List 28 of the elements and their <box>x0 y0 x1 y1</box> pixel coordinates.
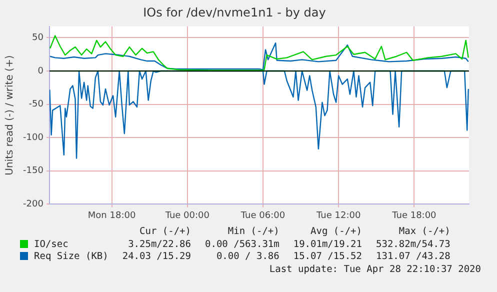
legend-label: IO/sec <box>33 238 70 251</box>
y-tick-label: 50 <box>32 33 44 44</box>
y-tick-label: -100 <box>22 132 44 143</box>
x-tick-label: Mon 18:00 <box>88 210 136 221</box>
x-tick-label: Tue 06:00 <box>240 210 286 221</box>
y-tick-label: -50 <box>28 100 44 110</box>
x-tick-label: Tue 18:00 <box>391 210 437 221</box>
legend-label: Req Size (KB) <box>33 251 108 264</box>
text: 131.07 /43.28 <box>375 251 450 264</box>
y-tick-label: -150 <box>22 166 44 176</box>
text: 15.07 /15.52 <box>292 251 362 264</box>
y-axis-title: Units read (-) / write (+) <box>4 55 16 176</box>
x-tick-label: Tue 00:00 <box>164 210 210 221</box>
text: 0.00 / 3.86 <box>215 251 280 264</box>
text: Cur (-/+) <box>138 226 191 238</box>
chart-title: IOs for /dev/nvme1n1 - by day <box>143 5 326 20</box>
text: 24.03 /15.29 <box>121 251 191 264</box>
text: 19.01m/19.21 <box>292 238 362 251</box>
text: Last update: Tue Apr 28 22:10:37 2020 <box>268 264 481 274</box>
text: 532.82m/54.73 <box>375 238 450 251</box>
text: 0.00 /563.31m <box>204 238 280 251</box>
text: Min (-/+) <box>226 226 280 238</box>
text: Avg (-/+) <box>310 226 362 238</box>
y-tick-label: -200 <box>22 200 44 210</box>
x-tick-label: Tue 12:00 <box>316 210 361 221</box>
y-tick-label: 0 <box>38 66 44 76</box>
text: Max (-/+) <box>398 226 450 238</box>
text: 3.25m/22.86 <box>127 238 191 251</box>
